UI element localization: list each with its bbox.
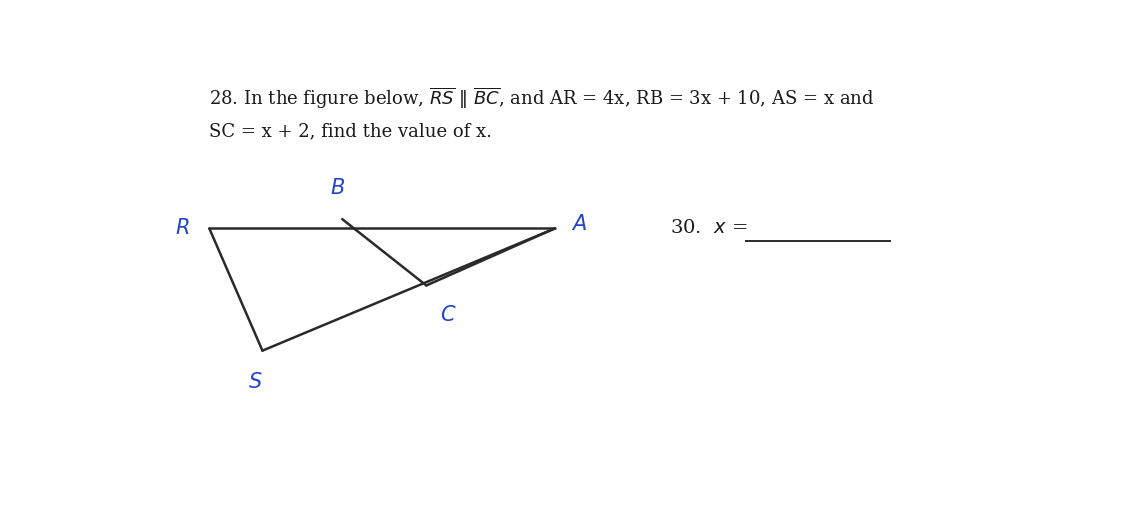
Text: $A$: $A$ — [570, 214, 586, 234]
Text: $B$: $B$ — [330, 178, 345, 198]
Text: 30.  $x$ =: 30. $x$ = — [670, 220, 748, 238]
Text: $R$: $R$ — [175, 218, 190, 239]
Text: $C$: $C$ — [440, 305, 456, 325]
Text: 28. In the figure below, $\overline{RS}$ $\|$ $\overline{BC}$, and AR = 4x, RB =: 28. In the figure below, $\overline{RS}$… — [209, 86, 874, 111]
Text: $S$: $S$ — [248, 372, 263, 392]
Text: SC = x + 2, find the value of x.: SC = x + 2, find the value of x. — [209, 123, 493, 141]
